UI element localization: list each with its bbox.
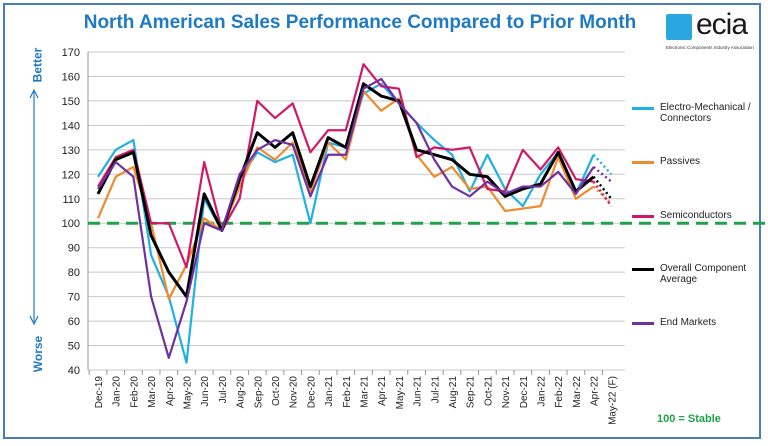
better-label: Better [30, 47, 45, 83]
x-tick-label: Apr-21 [377, 376, 388, 406]
logo-tagline: Electronic Components Industry Associati… [666, 45, 754, 50]
x-tick-label: Mar-21 [360, 376, 371, 408]
y-tick-label: 160 [62, 71, 80, 83]
y-tick-label: 50 [68, 341, 80, 353]
legend-swatch [632, 215, 654, 218]
series-line [97, 63, 594, 269]
x-tick-label: Mar-22 [572, 376, 583, 408]
legend-item-semiconductors: Semiconductors [632, 210, 762, 221]
y-tick-label: 40 [68, 365, 80, 377]
x-tick-label: Jul-21 [430, 376, 441, 404]
x-tick-label: Nov-21 [501, 376, 512, 409]
legend-label: Passives [660, 156, 701, 167]
x-tick-label: Jul-20 [218, 376, 229, 404]
legend-item-overall: Overall Component Average [632, 263, 762, 285]
legend-label: Semiconductors [660, 210, 732, 221]
x-tick-label: Oct-21 [483, 376, 494, 406]
chart-frame [3, 3, 761, 439]
ecia-logo: ecia Electronic Components Industry Asso… [666, 8, 761, 57]
y-tick-label: 90 [68, 243, 80, 255]
series-line [96, 90, 595, 301]
arrow-down-icon [29, 315, 39, 326]
x-tick-label: Jan-20 [112, 376, 123, 407]
ecia-logo-mark-icon [666, 14, 692, 40]
forecast-segment [592, 153, 613, 176]
x-tick-label: Dec-19 [94, 376, 105, 409]
legend-swatch [632, 161, 654, 164]
series-line [97, 77, 595, 359]
y-tick-label: 140 [62, 120, 80, 132]
x-tick-label: Apr-22 [590, 376, 601, 406]
x-tick-label: Feb-21 [342, 376, 353, 408]
worse-label: Worse [31, 335, 46, 373]
y-tick-label: 70 [68, 292, 80, 304]
legend-swatch [632, 268, 654, 271]
x-tick-label: Sep-20 [253, 376, 264, 409]
x-tick-label: Aug-20 [236, 376, 247, 409]
forecast-segment [592, 166, 613, 183]
y-tick-label: 150 [62, 96, 80, 108]
series-line [96, 82, 595, 299]
forecast-segment [592, 180, 613, 207]
legend-item-end-markets: End Markets [632, 317, 762, 328]
forecast-segment [592, 185, 613, 205]
x-tick-label: Mar-20 [147, 376, 158, 408]
y-tick-label: 80 [68, 267, 80, 279]
y-tick-label: 110 [62, 194, 80, 206]
x-tick-label: Sep-21 [466, 376, 477, 409]
x-tick-label: Jan-21 [324, 376, 335, 407]
legend-item-electro-mechanical: Electro-Mechanical / Connectors [632, 102, 762, 124]
x-tick-label: Feb-20 [129, 376, 140, 408]
x-tick-label: Feb-22 [554, 376, 565, 408]
legend-swatch [632, 322, 654, 325]
x-tick-label: Jun-20 [200, 376, 211, 407]
legend-swatch [632, 107, 654, 110]
x-tick-label: Apr-20 [165, 376, 176, 406]
x-tick-label: May-22 (F) [607, 376, 618, 425]
x-tick-label: Dec-21 [519, 376, 530, 409]
y-tick-label: 130 [62, 145, 80, 157]
x-tick-label: Oct-20 [271, 376, 282, 406]
x-tick-label: Nov-20 [289, 376, 300, 409]
x-tick-label: May-20 [183, 376, 194, 410]
stable-note: 100 = Stable [657, 413, 721, 425]
logo-word: ecia [696, 8, 748, 41]
x-tick-label: Dec-20 [306, 376, 317, 409]
legend-label: End Markets [660, 317, 717, 328]
x-tick-label: May-21 [395, 376, 406, 410]
x-tick-label: Jun-21 [413, 376, 424, 407]
legend-item-passives: Passives [632, 156, 762, 167]
arrow-up-icon [29, 88, 39, 99]
y-tick-label: 170 [62, 47, 80, 59]
legend-label: Electro-Mechanical / Connectors [660, 102, 751, 124]
y-tick-label: 60 [68, 316, 80, 328]
legend-label: Overall Component Average [660, 263, 747, 285]
x-tick-label: Aug-21 [448, 376, 459, 409]
y-tick-label: 120 [62, 169, 80, 181]
y-tick-label: 100 [62, 218, 80, 230]
chart-title: North American Sales Performance Compare… [83, 12, 637, 33]
x-tick-label: Jan-22 [537, 376, 548, 407]
